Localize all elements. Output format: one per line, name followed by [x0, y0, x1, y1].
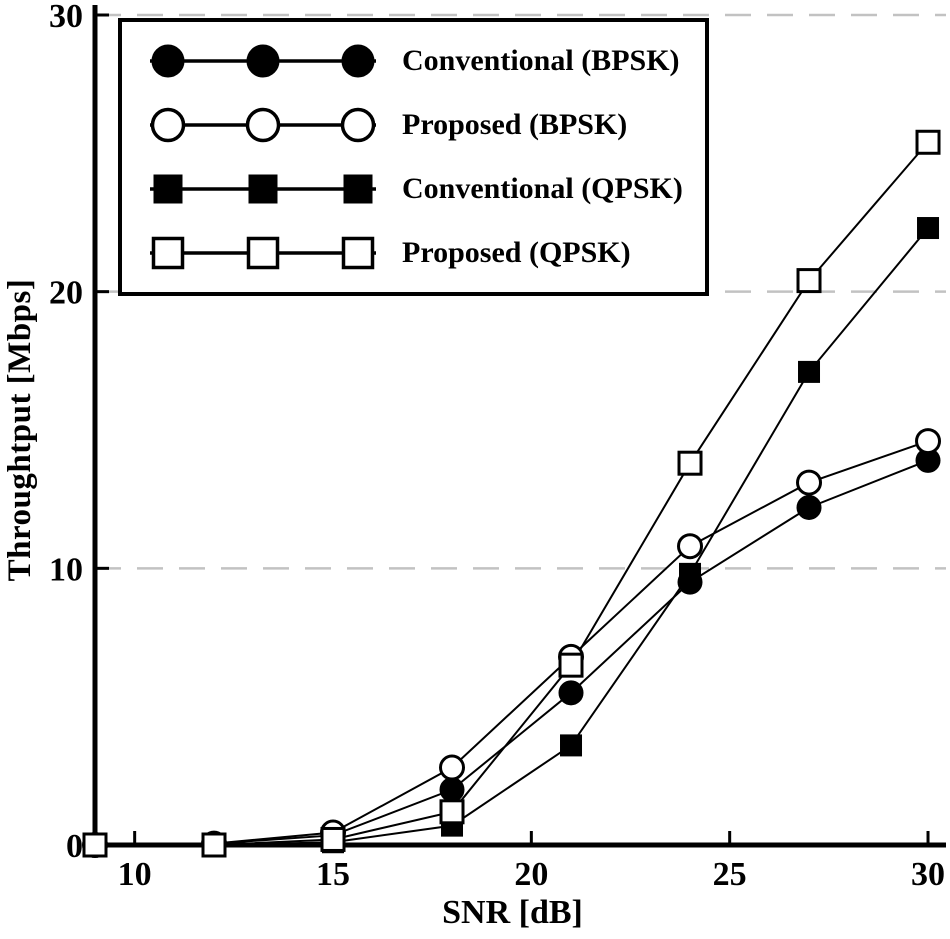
marker-square-filled: [679, 562, 702, 585]
marker-square-open: [677, 450, 703, 476]
marker-circle-open: [677, 533, 704, 560]
marker-circle-filled: [151, 44, 185, 78]
legend-label-conventional-bpsk: Conventional (BPSK): [402, 44, 680, 77]
legend-item-proposed-bpsk: Proposed (BPSK): [138, 94, 683, 156]
x-axis-label: SNR [dB]: [442, 894, 583, 931]
y-axis-label: Throughtput [Mbps]: [2, 278, 38, 582]
legend-marker-proposed-bpsk: [150, 107, 376, 143]
x-tick-label: 15: [316, 856, 350, 893]
y-tick-label: 10: [49, 551, 83, 588]
chart-legend: Conventional (BPSK) Proposed (BPSK) Conv…: [118, 18, 709, 296]
marker-circle-open: [340, 107, 376, 143]
x-tick-label: 10: [118, 856, 152, 893]
marker-square-filled: [917, 217, 940, 240]
marker-circle-open: [915, 428, 942, 455]
marker-square-open: [201, 832, 227, 858]
legend-marker-proposed-qpsk: [150, 236, 376, 270]
legend-item-conventional-qpsk: Conventional (QPSK): [138, 158, 683, 220]
marker-square-open: [439, 799, 465, 825]
marker-square-filled: [798, 360, 821, 383]
marker-square-open: [915, 129, 941, 155]
marker-circle-filled: [558, 680, 584, 706]
legend-item-conventional-bpsk: Conventional (BPSK): [138, 30, 683, 92]
marker-circle-open: [150, 107, 186, 143]
legend-marker-conventional-bpsk: [150, 44, 376, 78]
marker-circle-filled: [246, 44, 280, 78]
series-line-2: [95, 227, 929, 846]
x-tick-label: 25: [713, 856, 747, 893]
marker-square-open: [341, 236, 375, 270]
y-tick-label: 0: [66, 828, 83, 865]
marker-square-open: [320, 826, 346, 852]
y-tick-label: 30: [49, 0, 83, 35]
legend-item-proposed-qpsk: Proposed (QPSK): [138, 222, 683, 284]
marker-circle-open: [245, 107, 281, 143]
marker-square-filled: [153, 174, 183, 204]
marker-circle-filled: [796, 494, 822, 520]
legend-label-proposed-bpsk: Proposed (BPSK): [402, 108, 628, 141]
legend-marker-conventional-qpsk: [150, 174, 376, 204]
series-line-1: [94, 440, 929, 846]
legend-label-conventional-qpsk: Conventional (QPSK): [402, 172, 683, 205]
marker-circle-filled: [341, 44, 375, 78]
marker-square-filled: [560, 734, 583, 757]
marker-square-open: [796, 268, 822, 294]
marker-square-open: [151, 236, 185, 270]
marker-circle-filled: [439, 777, 465, 803]
marker-square-open: [558, 652, 584, 678]
legend-label-proposed-qpsk: Proposed (QPSK): [402, 236, 631, 269]
marker-square-filled: [248, 174, 278, 204]
marker-square-filled: [343, 174, 373, 204]
x-tick-label: 20: [514, 856, 548, 893]
series-line-3: [95, 141, 929, 846]
marker-circle-open: [796, 469, 823, 496]
x-tick-label: 30: [911, 856, 945, 893]
marker-square-open: [246, 236, 280, 270]
y-tick-label: 20: [49, 275, 83, 312]
marker-circle-open: [439, 754, 466, 781]
marker-square-open: [82, 832, 108, 858]
